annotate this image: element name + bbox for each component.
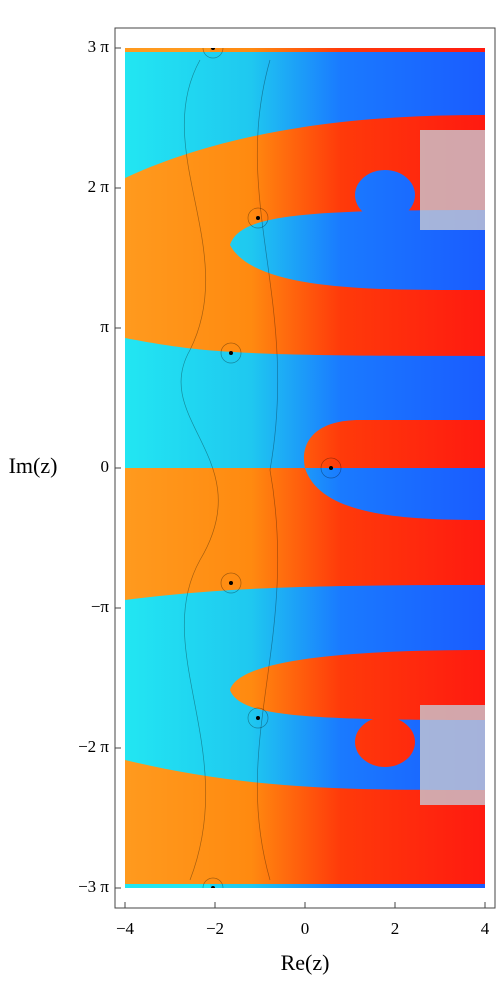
y-tick-label: −2 π: [78, 737, 109, 756]
y-tick-label: π: [100, 317, 109, 336]
x-axis-label: Re(z): [281, 950, 330, 975]
y-axis-label: Im(z): [9, 453, 58, 478]
y-tick-label: −3 π: [78, 877, 109, 896]
y-tick-label: 3 π: [88, 37, 110, 56]
y-tick-label: 2 π: [88, 177, 110, 196]
x-tick-label: −4: [116, 919, 135, 938]
domain-coloring: [125, 48, 485, 888]
x-tick-label: 4: [481, 919, 490, 938]
y-tick-label: 0: [101, 457, 110, 476]
x-tick-label: 0: [301, 919, 310, 938]
x-tick-label: 2: [391, 919, 400, 938]
y-tick-label: −π: [91, 597, 110, 616]
x-tick-label: −2: [206, 919, 224, 938]
